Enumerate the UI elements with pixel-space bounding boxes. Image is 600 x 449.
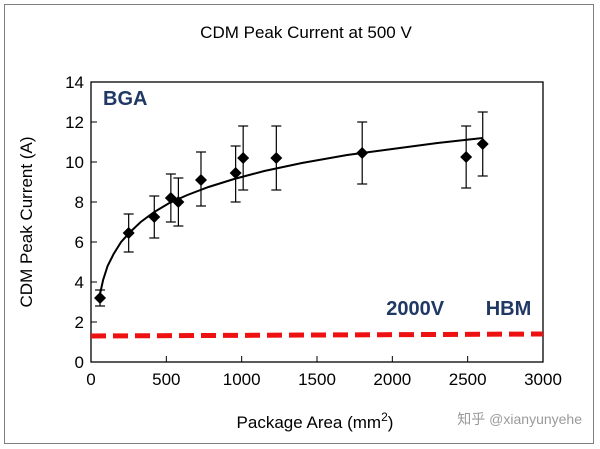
y-tick-label: 14: [65, 73, 84, 92]
y-tick-label: 8: [75, 193, 84, 212]
plot-area: 0 2 4 6 8 10 12 14 0 500 1000 1500 2000 2500 3000 BGA 20…: [65, 73, 562, 389]
y-tick-label: 0: [75, 353, 84, 372]
annotation-label: 2000V: [386, 298, 444, 320]
fit-curve: [99, 137, 483, 295]
x-tick-label: 3000: [524, 370, 562, 389]
x-axis-label: Package Area (mm2): [237, 410, 394, 432]
x-tick-label: 500: [152, 370, 180, 389]
y-tick-label: 10: [65, 153, 84, 172]
y-tick-label: 2: [75, 313, 84, 332]
hbm-2000v-line: [90, 331, 544, 339]
data-point: [476, 138, 489, 150]
x-axis-label-close: ): [388, 413, 394, 432]
plot-border: [90, 81, 544, 363]
y-tick-label: 4: [75, 273, 84, 292]
x-tick-label: 1500: [298, 370, 336, 389]
x-axis-label-superscript: 2: [381, 410, 388, 424]
y-axis-label: CDM Peak Current (A): [17, 137, 36, 308]
data-point: [229, 167, 242, 179]
data-point: [270, 152, 283, 164]
y-tick-label: 12: [65, 113, 84, 132]
data-point: [460, 151, 473, 163]
chart-frame: [4, 4, 594, 444]
x-tick-label: 2500: [449, 370, 487, 389]
watermark: 知乎 @xianyunyehe: [457, 411, 582, 427]
x-axis-label-text: Package Area (mm: [237, 413, 382, 432]
data-point: [237, 152, 250, 164]
annotation-label: BGA: [103, 88, 147, 110]
chart-title: CDM Peak Current at 500 V: [200, 23, 412, 42]
y-tick-label: 6: [75, 233, 84, 252]
annotation-label: HBM: [486, 298, 532, 320]
data-point: [172, 196, 185, 208]
x-tick-label: 1000: [223, 370, 261, 389]
x-tick-label: 2000: [373, 370, 411, 389]
data-point: [194, 174, 207, 186]
x-tick-label: 0: [86, 370, 95, 389]
data-point: [94, 292, 107, 304]
